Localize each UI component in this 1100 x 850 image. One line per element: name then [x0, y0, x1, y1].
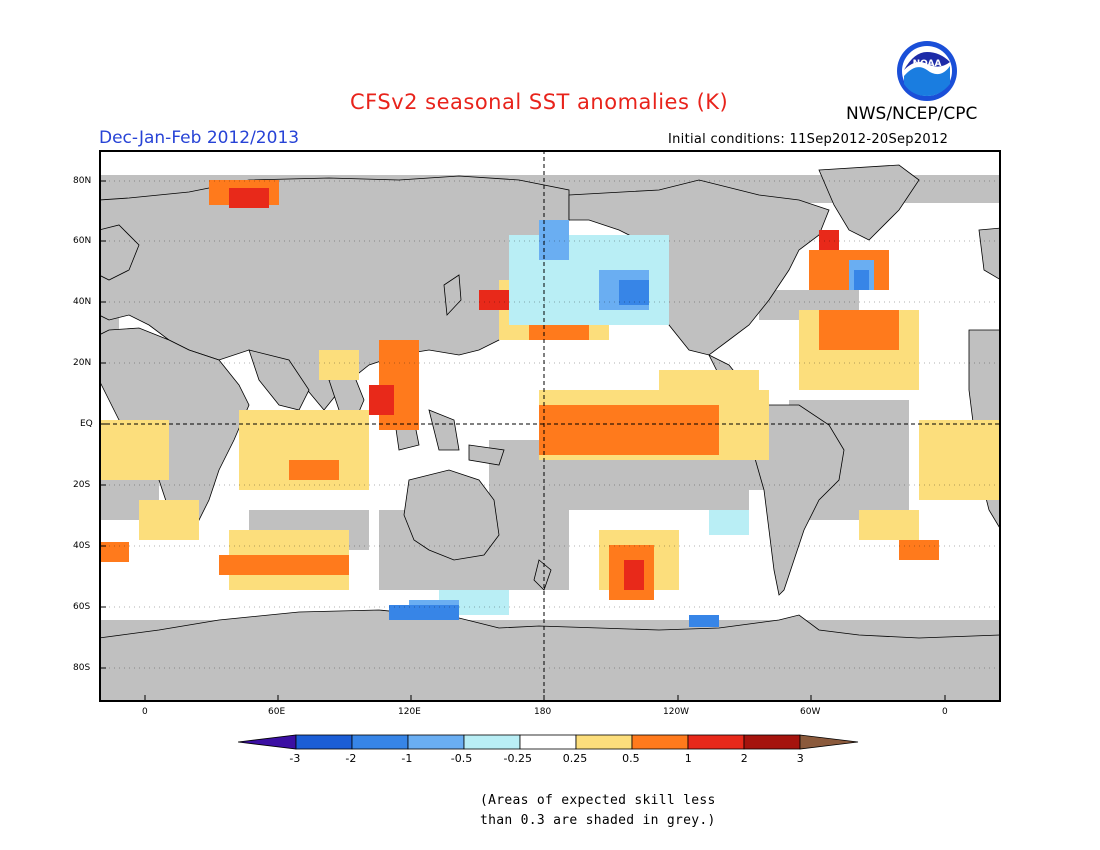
colorbar-cell: [519, 734, 577, 750]
agency-label: NWS/NCEP/CPC: [846, 104, 978, 124]
lat-label-80n: 80N: [73, 176, 92, 186]
lat-label-20s: 20S: [73, 480, 91, 490]
colorbar-tick-label: 0.5: [622, 752, 640, 765]
initial-conditions-label: Initial conditions: 11Sep2012-20Sep2012: [668, 132, 949, 147]
colorbar-tick-label: 2: [740, 752, 748, 765]
colorbar-arrow-high: [799, 734, 859, 750]
colorbar-tick-label: -1: [401, 752, 413, 765]
sst-anomaly-map: [99, 150, 1001, 702]
colorbar-cell: [463, 734, 521, 750]
lon-label-120w: 120W: [663, 707, 690, 717]
lon-label-120e: 120E: [398, 707, 421, 717]
land-masses: [100, 164, 1000, 701]
colorbar-cell: [575, 734, 633, 750]
colorbar-cell: [407, 734, 465, 750]
skill-note-line2: than 0.3 are shaded in grey.): [480, 813, 716, 828]
noaa-logo: NOAA: [897, 41, 957, 101]
colorbar-arrow-low: [238, 734, 297, 750]
lat-label-80s: 80S: [73, 663, 91, 673]
lon-label-0: 0: [142, 707, 148, 717]
colorbar-cell: [295, 734, 353, 750]
lat-label-40s: 40S: [73, 541, 91, 551]
lon-label-180: 180: [534, 707, 552, 717]
colorbar-tick-label: 0.25: [562, 752, 588, 765]
lon-label-60w: 60W: [800, 707, 821, 717]
colorbar-tick-label: 3: [796, 752, 804, 765]
lat-label-60s: 60S: [73, 602, 91, 612]
map-ticks: [100, 180, 946, 701]
lat-label-20n: 20N: [73, 358, 92, 368]
map-frame: [99, 150, 1001, 702]
lat-label-60n: 60N: [73, 236, 92, 246]
lat-label-eq: EQ: [80, 419, 93, 429]
noaa-logo-text: NOAA: [913, 59, 942, 69]
lat-label-40n: 40N: [73, 297, 92, 307]
colorbar-cell: [743, 734, 801, 750]
lon-label-0-east: 0: [942, 707, 948, 717]
colorbar-cell: [351, 734, 409, 750]
latitude-gridlines: [100, 180, 1000, 669]
colorbar-cell: [687, 734, 745, 750]
lon-label-60e: 60E: [268, 707, 286, 717]
colorbar-tick-label: -2: [345, 752, 357, 765]
anomaly-strong-cool: [389, 270, 869, 627]
chart-title: CFSv2 seasonal SST anomalies (K): [350, 90, 729, 114]
colorbar: [238, 734, 859, 750]
season-label: Dec-Jan-Feb 2012/2013: [99, 128, 300, 148]
colorbar-tick-label: 1: [684, 752, 692, 765]
colorbar-tick-label: -0.5: [450, 752, 473, 765]
colorbar-tick-label: -0.25: [503, 752, 532, 765]
skill-note-line1: (Areas of expected skill less: [480, 793, 716, 808]
colorbar-tick-label: -3: [289, 752, 301, 765]
colorbar-cell: [631, 734, 689, 750]
